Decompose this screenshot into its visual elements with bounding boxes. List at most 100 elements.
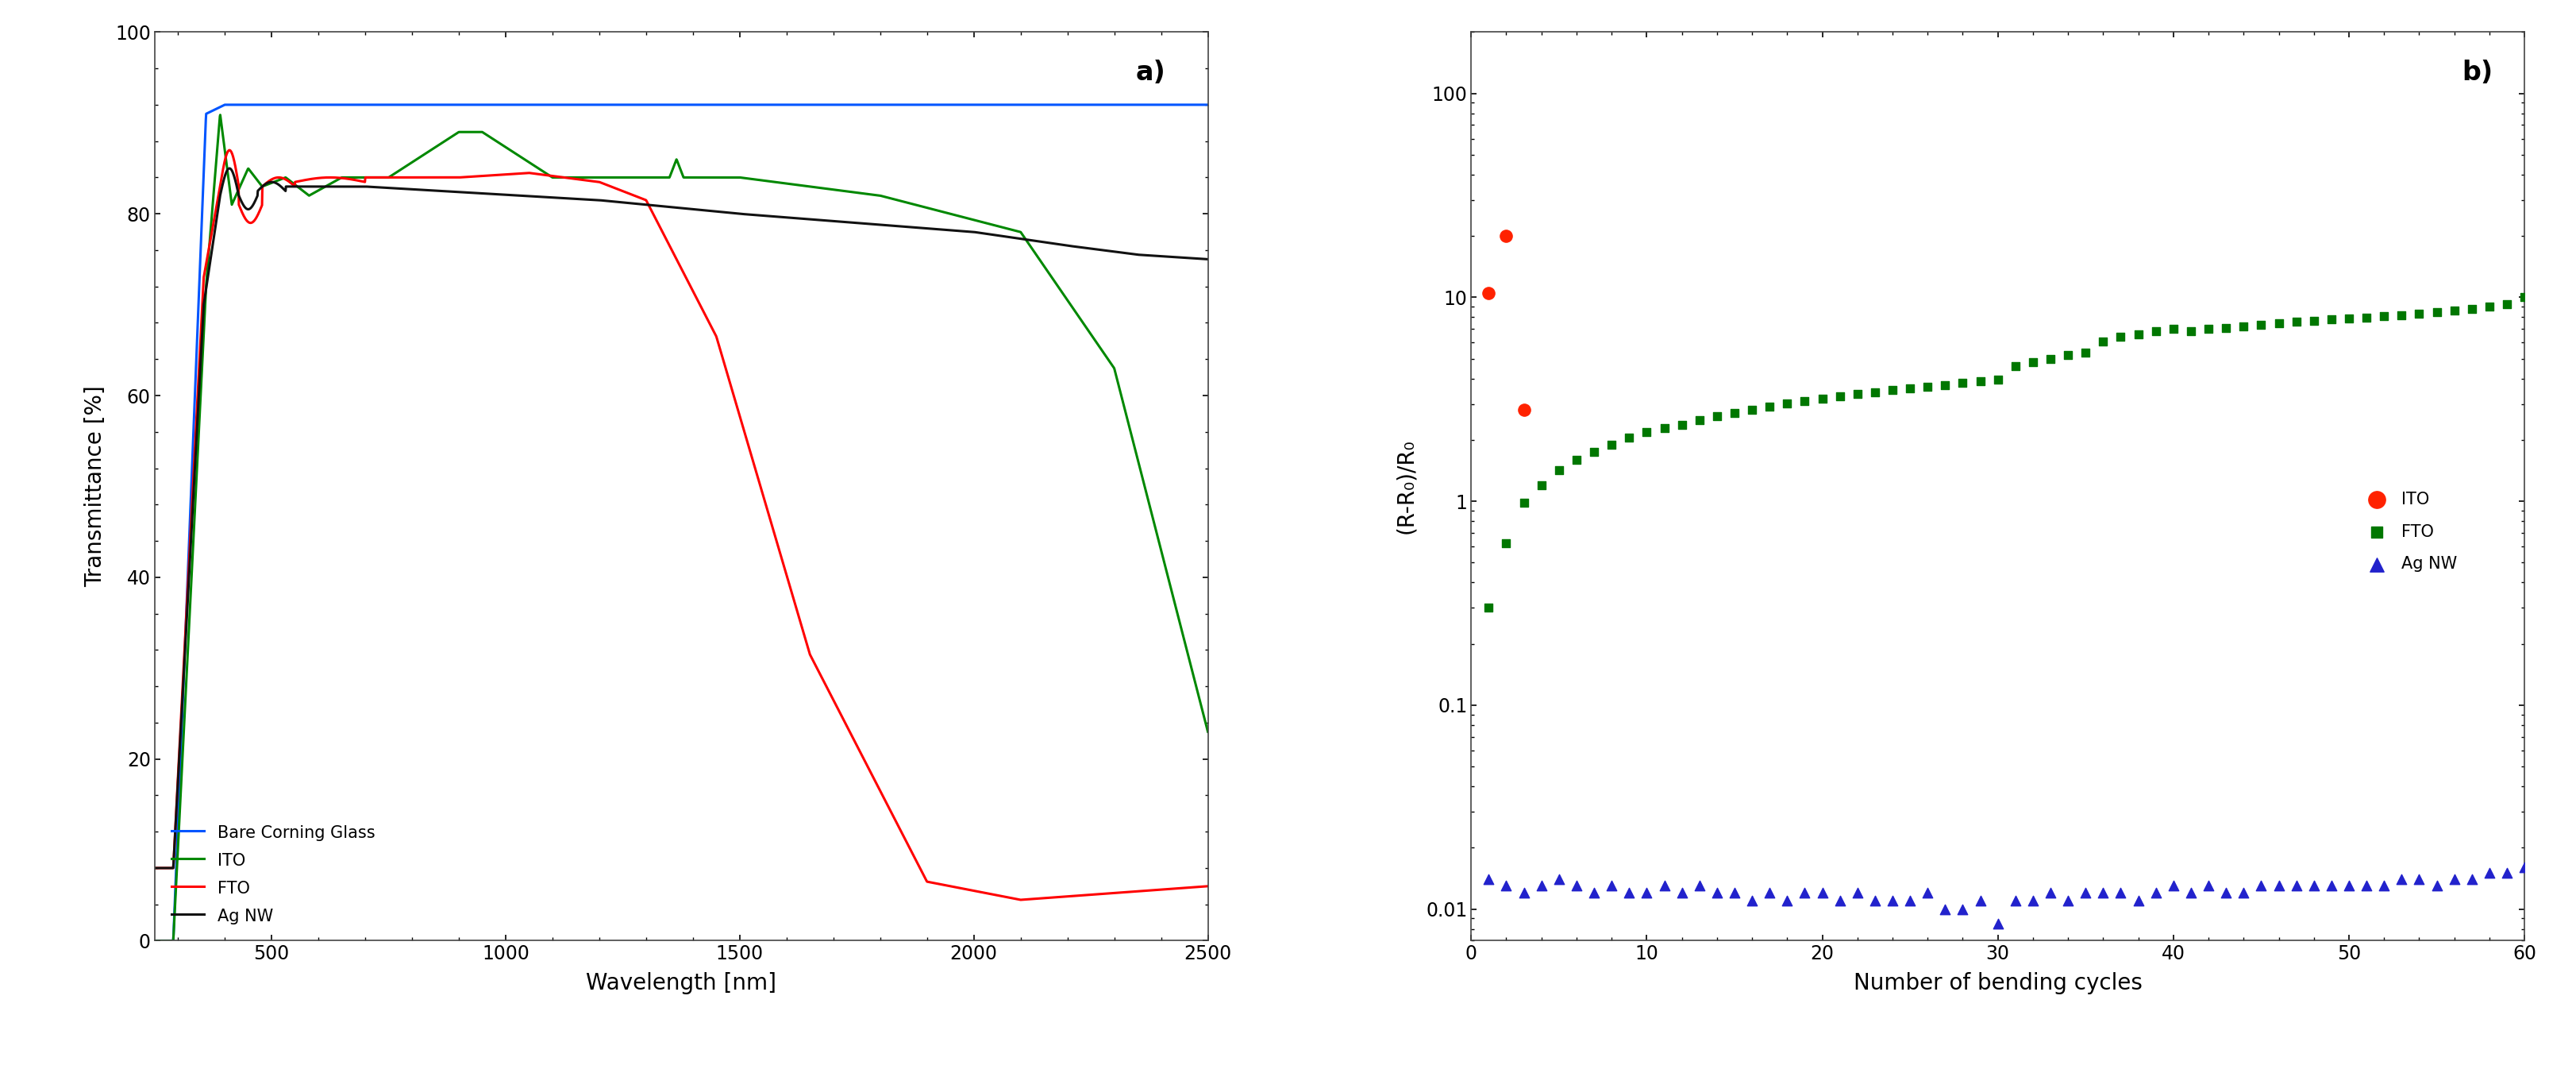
Bare Corning Glass <box>1172 98 1203 111</box>
Text: a): a) <box>1136 60 1167 86</box>
FTO <box>1574 444 1615 461</box>
Ag NW <box>1785 884 1826 901</box>
Ag NW <box>1731 893 1772 910</box>
ITO <box>1504 402 1546 419</box>
FTO <box>2398 305 2439 322</box>
Bare Corning Glass <box>260 98 291 111</box>
Ag NW <box>1819 893 1860 910</box>
ITO <box>260 175 291 188</box>
FTO <box>1607 429 1649 446</box>
Ag NW <box>1193 253 1224 266</box>
Bare Corning Glass <box>139 934 170 947</box>
Ag NW <box>2136 884 2177 901</box>
Bare Corning Glass <box>544 98 574 111</box>
FTO <box>260 171 291 184</box>
Ag NW <box>2434 871 2476 888</box>
X-axis label: Wavelength [nm]: Wavelength [nm] <box>585 973 775 994</box>
Ag NW <box>1556 878 1597 895</box>
Y-axis label: (R-R₀)/R₀: (R-R₀)/R₀ <box>1394 439 1417 533</box>
Ag NW <box>2172 884 2213 901</box>
FTO <box>1625 423 1667 440</box>
Line: Ag NW: Ag NW <box>155 169 1208 868</box>
Ag NW <box>1172 251 1203 264</box>
FTO <box>2380 307 2421 324</box>
Ag NW <box>2293 878 2334 895</box>
Ag NW <box>2380 871 2421 888</box>
Y-axis label: Transmittance [%]: Transmittance [%] <box>85 386 106 587</box>
FTO <box>2081 332 2123 350</box>
Ag NW <box>590 195 621 207</box>
FTO <box>2030 351 2071 368</box>
Ag NW <box>1978 915 2020 932</box>
FTO <box>2117 326 2159 343</box>
ITO <box>1486 228 1528 245</box>
FTO <box>2154 321 2195 338</box>
FTO <box>214 144 245 157</box>
Ag NW <box>1855 893 1896 910</box>
Bare Corning Glass <box>209 98 240 111</box>
FTO <box>2362 308 2403 325</box>
ITO <box>204 109 234 122</box>
FTO <box>1978 371 2020 388</box>
X-axis label: Number of bending cycles: Number of bending cycles <box>1852 973 2143 994</box>
FTO <box>1193 880 1224 893</box>
FTO <box>322 171 353 184</box>
Ag NW <box>1767 893 1808 910</box>
Ag NW <box>1680 878 1721 895</box>
ITO <box>544 171 574 184</box>
FTO <box>1059 889 1090 902</box>
Ag NW <box>2066 884 2107 901</box>
FTO <box>1643 420 1685 437</box>
FTO <box>139 862 170 874</box>
FTO <box>1906 378 1947 396</box>
ITO <box>322 173 353 186</box>
FTO <box>1468 600 1510 617</box>
FTO <box>2187 321 2228 338</box>
FTO <box>1801 390 1842 407</box>
Ag NW <box>1837 884 1878 901</box>
FTO <box>1767 394 1808 412</box>
FTO <box>1888 379 1929 397</box>
Ag NW <box>1873 893 1914 910</box>
Ag NW <box>1592 878 1633 895</box>
FTO <box>2012 354 2053 371</box>
Ag NW <box>1625 884 1667 901</box>
Ag NW <box>260 176 291 189</box>
Ag NW <box>2048 893 2089 910</box>
Ag NW <box>2311 878 2352 895</box>
FTO <box>1005 894 1036 907</box>
FTO <box>2329 310 2370 327</box>
FTO <box>1556 451 1597 468</box>
ITO <box>590 171 621 184</box>
Bare Corning Glass <box>1193 98 1224 111</box>
FTO <box>2136 323 2177 340</box>
FTO <box>2347 309 2388 326</box>
FTO <box>2259 314 2300 331</box>
FTO <box>2223 317 2264 335</box>
FTO <box>590 177 621 190</box>
Ag NW <box>2030 884 2071 901</box>
FTO <box>1960 373 2002 390</box>
FTO <box>1994 358 2035 375</box>
Ag NW <box>1059 241 1090 253</box>
FTO <box>1873 382 1914 399</box>
Line: Bare Corning Glass: Bare Corning Glass <box>155 105 1208 941</box>
FTO <box>2241 316 2282 334</box>
Line: FTO: FTO <box>155 151 1208 900</box>
Ag NW <box>1924 900 1965 917</box>
FTO <box>2275 313 2316 330</box>
FTO <box>2504 289 2545 306</box>
Bare Corning Glass <box>1059 98 1090 111</box>
FTO <box>1749 398 1790 415</box>
Ag NW <box>2241 878 2282 895</box>
Ag NW <box>1662 884 1703 901</box>
Ag NW <box>139 862 170 874</box>
Ag NW <box>2154 878 2195 895</box>
Bare Corning Glass <box>322 98 353 111</box>
Ag NW <box>2486 865 2527 882</box>
Line: ITO: ITO <box>155 115 1208 941</box>
FTO <box>2099 328 2141 345</box>
FTO <box>1731 401 1772 418</box>
Ag NW <box>2398 871 2439 888</box>
Ag NW <box>2099 884 2141 901</box>
